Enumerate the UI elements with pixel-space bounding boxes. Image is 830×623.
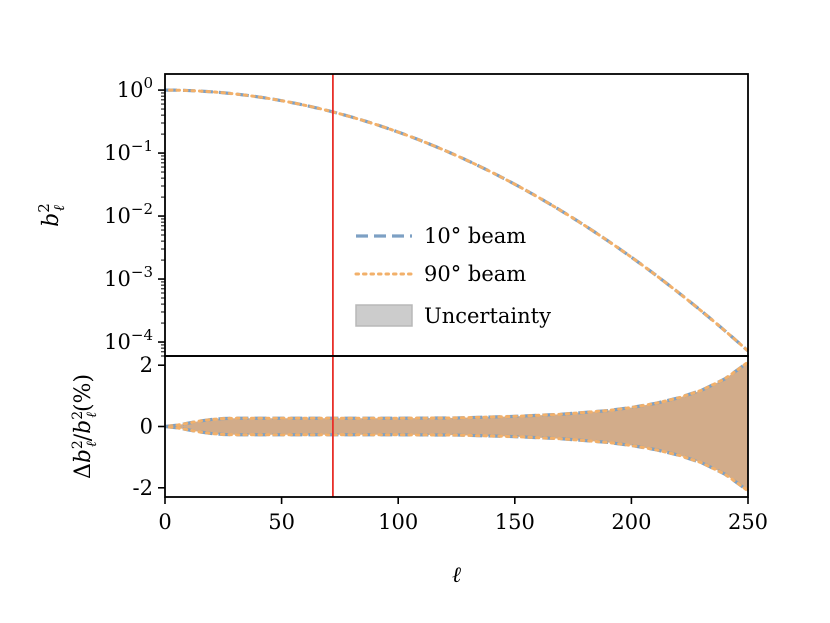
x-tick-label: 200 xyxy=(611,510,651,534)
legend-label-90deg-beam: 90° beam xyxy=(424,262,526,286)
x-ticks: 0 50 100 150 200 250 xyxy=(158,497,768,534)
top-y-tick-label: 100 xyxy=(117,74,153,102)
top-y-tick-label: 10−3 xyxy=(104,263,153,291)
legend: 10° beam 90° beam Uncertainty xyxy=(354,224,551,328)
top-y-axis-label: b2ℓ xyxy=(35,203,68,227)
uncertainty-band xyxy=(165,362,748,491)
bottom-panel: 20-2 0 50 100 150 200 250 Δb2ℓ/b2ℓ(%) ℓ xyxy=(70,353,768,588)
x-tick-label: 150 xyxy=(495,510,535,534)
series-90deg-beam-lower xyxy=(163,425,750,493)
top-series xyxy=(163,88,750,353)
x-tick-label: 100 xyxy=(378,510,418,534)
top-y-tick-label: 10−4 xyxy=(104,326,153,354)
top-y-ticks: 100 10−1 10−2 10−3 10−4 xyxy=(104,74,165,357)
legend-swatch-uncertainty xyxy=(355,304,413,327)
top-panel: 100 10−1 10−2 10−3 10−4 b2ℓ xyxy=(35,73,750,357)
series-90deg-beam-top xyxy=(163,88,750,353)
bottom-y-tick-label: 2 xyxy=(140,353,153,377)
bottom-y-ticks: 2 0 -2 xyxy=(133,353,165,500)
bottom-series xyxy=(163,360,750,493)
legend-label-10deg-beam: 10° beam xyxy=(424,224,526,248)
bottom-y-tick-label: -2 xyxy=(133,476,153,500)
x-tick-label: 50 xyxy=(268,510,295,534)
legend-label-uncertainty: Uncertainty xyxy=(424,304,551,328)
bottom-y-tick-label: 0 xyxy=(140,415,153,439)
top-y-tick-label: 10−1 xyxy=(104,137,153,165)
x-tick-label: 250 xyxy=(728,510,768,534)
x-tick-label: 0 xyxy=(158,510,171,534)
series-90deg-beam-upper xyxy=(163,360,750,428)
top-y-tick-label: 10−2 xyxy=(104,200,153,228)
bottom-y-axis-label: Δb2ℓ/b2ℓ(%) xyxy=(70,374,100,479)
x-axis-label: ℓ xyxy=(452,563,462,588)
